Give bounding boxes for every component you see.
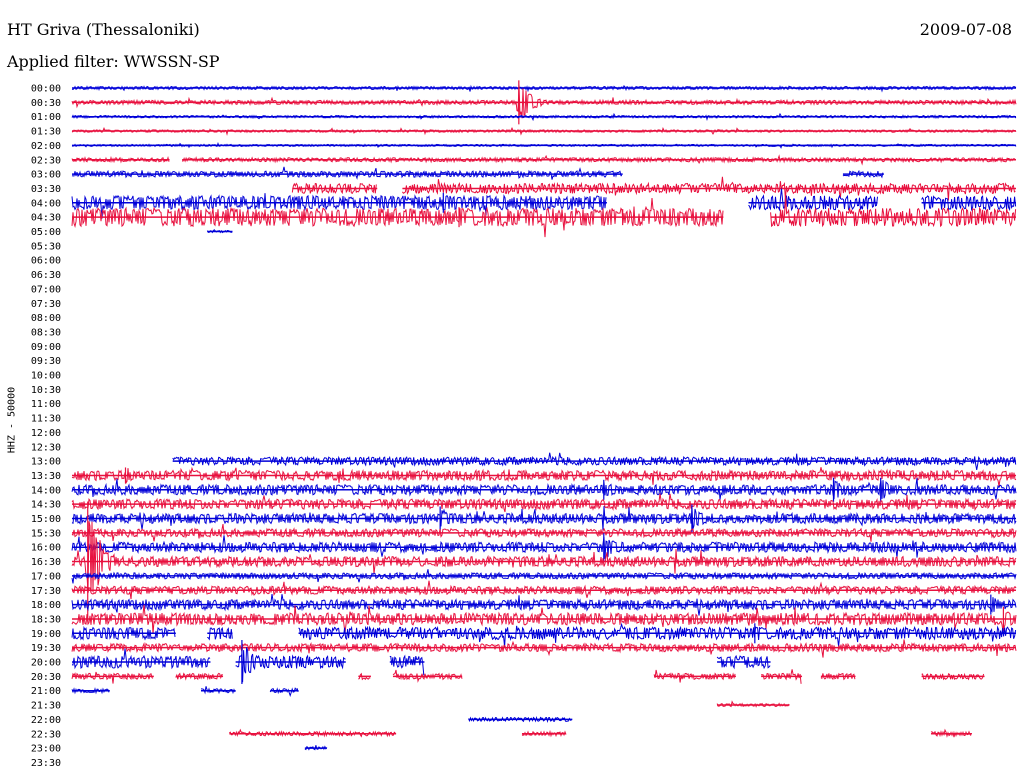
- row-time-label: 20:30: [31, 672, 61, 683]
- trace-segment: [71, 639, 1017, 658]
- trace-segment: [820, 672, 856, 681]
- trace-segment: [71, 671, 154, 684]
- row-time-label: 05:00: [31, 227, 61, 238]
- trace-segment: [770, 195, 1017, 228]
- trace-segment: [235, 647, 346, 683]
- trace-segment: [71, 648, 211, 670]
- row-time-label: 06:30: [31, 270, 61, 281]
- row-time-label: 13:30: [31, 471, 61, 482]
- row-time-label: 10:00: [31, 371, 61, 382]
- filter-label: Applied filter: WWSSN-SP: [7, 52, 220, 71]
- trace-segment: [71, 524, 1017, 542]
- row-time-label: 01:00: [31, 112, 61, 123]
- trace-segment: [71, 477, 1017, 500]
- row-time-label: 16:30: [31, 557, 61, 568]
- trace-segment: [71, 535, 1017, 559]
- trace-segment: [748, 188, 878, 212]
- row-time-label: 04:00: [31, 198, 61, 209]
- trace-segment: [269, 687, 299, 698]
- trace-segment: [71, 604, 1017, 634]
- trace-segment: [291, 182, 377, 195]
- row-time-label: 19:30: [31, 643, 61, 654]
- row-time-label: 03:30: [31, 184, 61, 195]
- row-time-label: 14:00: [31, 485, 61, 496]
- row-time-label: 03:00: [31, 170, 61, 181]
- row-time-label: 02:00: [31, 141, 61, 152]
- trace-segment: [71, 193, 607, 219]
- station-title: HT Griva (Thessaloniki): [7, 20, 200, 39]
- row-time-label: 15:00: [31, 514, 61, 525]
- row-time-label: 04:30: [31, 213, 61, 224]
- row-time-label: 23:30: [31, 758, 61, 769]
- row-time-label: 18:00: [31, 600, 61, 611]
- trace-segment: [200, 686, 236, 695]
- trace-segment: [761, 669, 802, 684]
- trace-segment: [716, 654, 771, 670]
- trace-segment: [71, 687, 110, 695]
- row-time-label: 11:00: [31, 399, 61, 410]
- trace-segment: [71, 625, 176, 641]
- trace-segment: [71, 594, 1017, 616]
- row-time-label: 18:30: [31, 614, 61, 625]
- row-time-label: 23:00: [31, 744, 61, 755]
- row-time-label: 22:30: [31, 729, 61, 740]
- row-time-label: 14:30: [31, 500, 61, 511]
- row-time-label: 08:00: [31, 313, 61, 324]
- row-time-label: 11:30: [31, 414, 61, 425]
- row-time-label: 02:30: [31, 155, 61, 166]
- row-time-label: 09:00: [31, 342, 61, 353]
- row-time-label: 09:30: [31, 356, 61, 367]
- trace-segment: [71, 166, 623, 180]
- row-time-label: 13:00: [31, 457, 61, 468]
- row-time-label: 16:00: [31, 543, 61, 554]
- trace-segment: [392, 669, 463, 683]
- trace-segment: [71, 84, 1017, 119]
- row-time-label: 19:00: [31, 629, 61, 640]
- row-time-label: 06:00: [31, 256, 61, 267]
- trace-segment: [71, 493, 1017, 513]
- row-time-label: 00:00: [31, 84, 61, 95]
- row-time-label: 12:30: [31, 442, 61, 453]
- trace-segment: [71, 466, 1017, 487]
- row-time-label: 15:30: [31, 528, 61, 539]
- row-time-label: 08:30: [31, 327, 61, 338]
- row-time-label: 01:30: [31, 127, 61, 138]
- trace-segment: [71, 569, 1017, 584]
- trace-segment: [389, 654, 425, 676]
- date-label: 2009-07-08: [919, 20, 1012, 39]
- row-time-label: 17:00: [31, 571, 61, 582]
- row-time-label: 00:30: [31, 98, 61, 109]
- trace-segment: [521, 729, 567, 738]
- row-time-label: 17:30: [31, 586, 61, 597]
- trace-segment: [298, 622, 1017, 648]
- trace-segment: [468, 716, 572, 724]
- row-time-label: 12:00: [31, 428, 61, 439]
- row-time-label: 21:30: [31, 701, 61, 712]
- row-time-label: 07:30: [31, 299, 61, 310]
- trace-segment: [921, 195, 1017, 212]
- row-time-label: 22:00: [31, 715, 61, 726]
- row-time-label: 05:30: [31, 241, 61, 252]
- row-time-label: 10:30: [31, 385, 61, 396]
- row-time-label: 21:00: [31, 686, 61, 697]
- row-time-label: 07:00: [31, 284, 61, 295]
- row-time-label: 20:00: [31, 658, 61, 669]
- trace-segment: [358, 672, 371, 681]
- trace-segment: [842, 169, 884, 179]
